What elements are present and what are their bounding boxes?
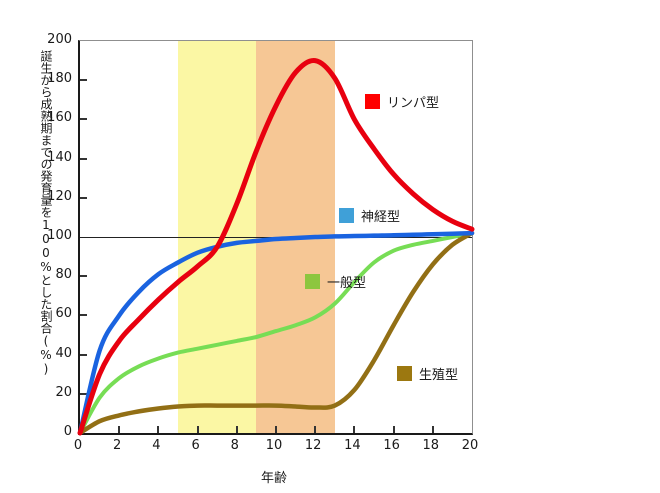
y-tick-label: 180 <box>47 71 72 87</box>
x-tick-label: 12 <box>304 438 322 453</box>
x-tick-mark <box>431 426 434 433</box>
legend-swatch-icon <box>305 274 320 289</box>
growth-curves <box>77 58 475 436</box>
legend-item-0: リンパ型 <box>365 92 439 111</box>
y-tick-label: 100 <box>47 228 72 243</box>
y-tick-mark <box>80 79 87 82</box>
legend-item-2: 一般型 <box>305 272 366 291</box>
x-tick-label: 10 <box>265 438 283 453</box>
x-tick-mark <box>353 426 356 433</box>
y-tick-label: 120 <box>47 188 72 204</box>
y-tick-label: 60 <box>55 306 72 322</box>
x-tick-mark <box>392 426 395 433</box>
x-axis-title: 年齢 <box>260 471 287 486</box>
legend-label: リンパ型 <box>387 96 440 111</box>
y-tick-label: 140 <box>47 149 72 165</box>
x-tick-label: 0 <box>73 438 83 453</box>
y-tick-mark <box>80 118 87 121</box>
y-tick-mark <box>80 314 87 317</box>
y-tick-mark <box>80 196 87 199</box>
x-tick-mark <box>235 426 238 433</box>
x-tick-mark <box>275 426 277 433</box>
legend-item-1: 神経型 <box>339 206 400 225</box>
legend-label: 生殖型 <box>419 368 459 383</box>
x-tick-label: 20 <box>461 438 479 453</box>
x-tick-label: 2 <box>113 438 122 453</box>
y-tick-mark <box>80 392 87 395</box>
y-tick-mark <box>80 157 87 160</box>
curve-リンパ型 <box>77 58 475 436</box>
x-tick-label: 4 <box>152 438 161 453</box>
legend-swatch-icon <box>339 208 354 223</box>
y-tick-label: 200 <box>47 32 72 47</box>
y-tick-label: 40 <box>55 345 72 361</box>
curve-生殖型 <box>77 230 475 436</box>
y-tick-mark <box>80 275 87 278</box>
legend-label: 神経型 <box>361 210 401 225</box>
x-tick-label: 18 <box>422 438 440 453</box>
x-tick-label: 8 <box>230 438 239 453</box>
x-tick-mark <box>118 426 121 433</box>
legend-label: 一般型 <box>327 276 367 291</box>
legend-swatch-icon <box>365 94 380 109</box>
curve-一般型 <box>78 231 474 435</box>
x-tick-label: 14 <box>344 438 361 453</box>
plot-area <box>77 40 475 436</box>
y-tick-label: 80 <box>55 267 72 283</box>
x-tick-mark <box>314 426 317 433</box>
x-tick-mark <box>196 426 199 433</box>
y-tick-label: 0 <box>63 424 72 439</box>
y-axis-title: 誕生から成熟期までの発育量を100%とした割合(%) <box>39 50 53 376</box>
legend-item-3: 生殖型 <box>397 364 458 383</box>
x-tick-mark <box>157 426 160 433</box>
x-tick-label: 16 <box>383 438 400 453</box>
legend-swatch-icon <box>397 366 412 381</box>
y-tick-mark <box>80 353 87 356</box>
x-tick-label: 6 <box>191 438 200 453</box>
y-tick-label: 20 <box>55 384 72 400</box>
curve-神経型 <box>77 230 475 436</box>
y-tick-label: 160 <box>47 110 72 126</box>
